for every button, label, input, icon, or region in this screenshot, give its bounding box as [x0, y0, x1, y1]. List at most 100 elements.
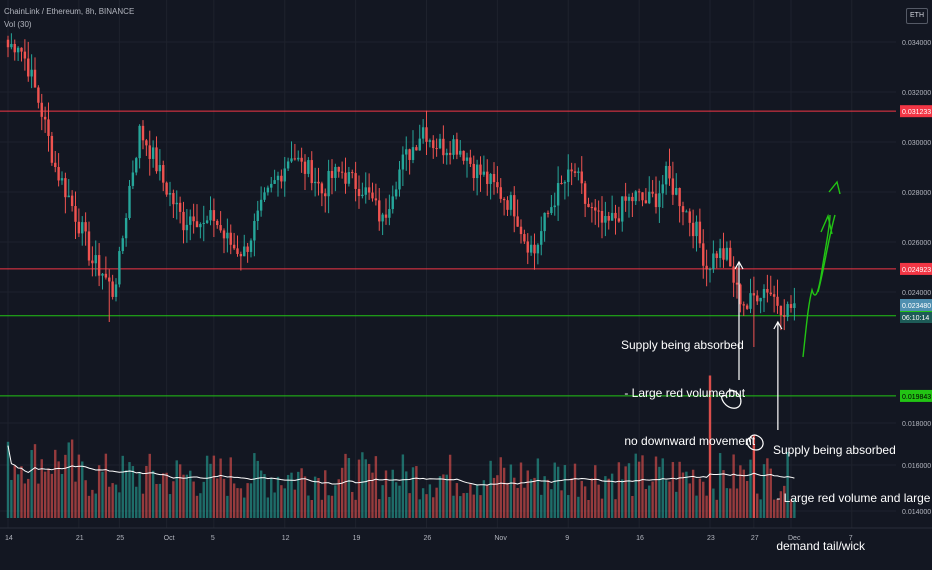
- candle-body: [783, 315, 786, 317]
- volume-bar: [13, 465, 16, 518]
- price-tick-label: 0.016000: [902, 463, 931, 470]
- candle-body: [216, 220, 219, 226]
- candle-body: [614, 212, 617, 219]
- volume-bar: [401, 454, 405, 518]
- candle-body: [752, 293, 756, 296]
- candle-body: [354, 173, 357, 189]
- volume-bar: [671, 462, 675, 518]
- price-chart[interactable]: 0.034000 0.032000 0.030000 0.028000 0.026000…: [0, 0, 932, 550]
- volume-bar: [432, 497, 435, 518]
- volume-bar: [253, 453, 256, 518]
- candle-body: [425, 127, 428, 142]
- candle-body: [432, 140, 435, 149]
- volume-bar: [303, 476, 307, 518]
- price-axis[interactable]: 0.034000 0.032000 0.030000 0.028000 0.026000…: [898, 0, 932, 528]
- volume-bar: [729, 488, 732, 518]
- candle-body: [77, 221, 81, 234]
- volume-bar: [357, 459, 361, 518]
- annotation-drawings[interactable]: [721, 180, 841, 451]
- volume-bar: [165, 472, 168, 518]
- candle-body: [411, 147, 415, 160]
- volume-bar: [519, 462, 523, 518]
- volume-bar: [749, 459, 752, 518]
- volume-bar: [513, 477, 516, 518]
- candle-body: [472, 163, 475, 179]
- candle-body: [381, 214, 384, 222]
- candle-body: [371, 192, 374, 199]
- volume-bar: [6, 441, 10, 518]
- volume-bar: [313, 476, 317, 518]
- price-tick-label: 0.014000: [902, 509, 931, 516]
- candle-body: [175, 202, 178, 205]
- volume-bar: [621, 479, 624, 518]
- volume-bars: [6, 375, 796, 518]
- horizontal-levels[interactable]: [0, 110, 896, 397]
- volume-bar: [310, 499, 313, 518]
- candle-body: [624, 196, 627, 201]
- volume-bar: [776, 499, 779, 518]
- candle-body: [459, 150, 462, 155]
- candle-body: [27, 58, 30, 77]
- time-tick-label: Nov: [494, 535, 507, 542]
- volume-bar: [509, 464, 513, 518]
- time-tick-label: 12: [282, 535, 290, 542]
- volume-bar: [722, 470, 725, 518]
- candle-body: [367, 187, 371, 193]
- grid-lines: [0, 0, 896, 528]
- volume-bar: [627, 463, 631, 518]
- volume-bar: [344, 453, 347, 518]
- volume-indicator-label[interactable]: Vol (30): [4, 20, 32, 29]
- volume-bar: [317, 477, 320, 518]
- volume-bar: [597, 484, 600, 518]
- volume-bar: [577, 496, 580, 518]
- time-axis[interactable]: 14 21 25 Oct 5 12 19 26 Nov 9 16 23 27 Dec 7: [0, 527, 932, 542]
- candle-body: [189, 216, 192, 225]
- note1-line-3: no downward movement: [621, 434, 756, 448]
- volume-bar: [789, 499, 793, 518]
- note2-line-1: Supply being absorbed: [773, 443, 896, 457]
- volume-bar: [189, 470, 192, 518]
- candlesticks: [6, 33, 796, 347]
- candle-body: [553, 205, 556, 208]
- volume-bar: [546, 479, 550, 518]
- volume-bar: [259, 470, 263, 518]
- symbol-title[interactable]: ChainLink / Ethereum, 8h, BINANCE: [4, 7, 135, 16]
- candle-body: [479, 164, 482, 175]
- volume-bar: [219, 458, 222, 518]
- volume-bar: [236, 488, 239, 518]
- volume-bar: [374, 456, 378, 518]
- candle-body: [128, 185, 131, 219]
- time-tick-label: Dec: [788, 535, 801, 542]
- time-tick-label: 27: [751, 535, 759, 542]
- forecast-arrowhead-1: [820, 213, 833, 235]
- candle-body: [698, 221, 702, 244]
- volume-bar: [101, 471, 104, 518]
- level-price-badge: 0.031233: [902, 109, 931, 116]
- price-tick-label: 0.030000: [902, 140, 931, 147]
- last-price-badge: 0.023480: [902, 303, 931, 310]
- volume-bar: [347, 458, 351, 518]
- volume-bar: [168, 494, 172, 518]
- annotation-circle-2: [746, 434, 764, 451]
- candle-body: [418, 138, 421, 151]
- volume-bar: [337, 479, 340, 518]
- volume-bar: [320, 499, 324, 518]
- candle-body: [229, 232, 232, 245]
- volume-bar: [361, 452, 364, 518]
- candle-body: [641, 192, 644, 201]
- forecast-path-1: [802, 214, 831, 358]
- candle-body: [560, 183, 563, 185]
- volume-bar: [330, 495, 334, 518]
- candle-body: [570, 169, 573, 172]
- candle-body: [6, 39, 10, 48]
- volume-bar: [57, 461, 60, 518]
- currency-badge[interactable]: ETH: [906, 8, 928, 24]
- candle-body: [226, 232, 229, 239]
- candle-body: [577, 171, 580, 173]
- volume-bar: [293, 489, 297, 518]
- candle-body: [195, 221, 199, 228]
- volume-bar: [50, 473, 54, 518]
- volume-bar: [695, 495, 698, 518]
- volume-bar: [415, 466, 418, 518]
- volume-bar: [381, 485, 384, 518]
